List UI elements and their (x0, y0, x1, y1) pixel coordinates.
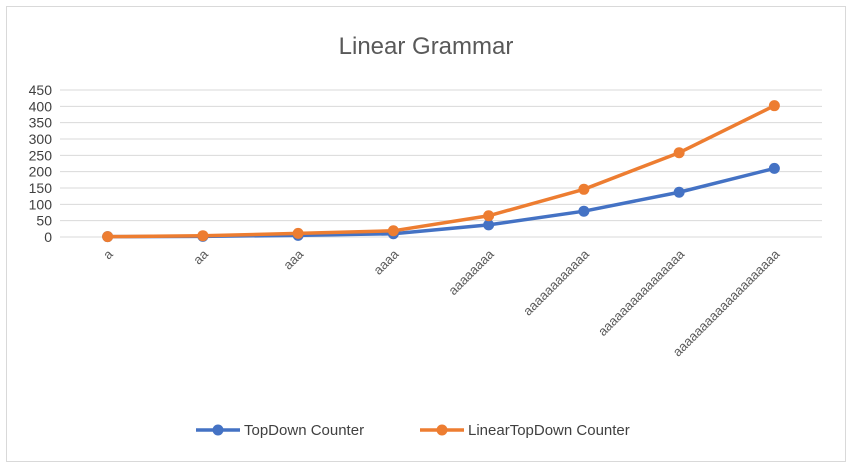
series-line (105, 103, 777, 239)
y-tick-label: 250 (29, 147, 53, 163)
y-tick-label: 100 (29, 196, 53, 212)
chart-frame (6, 6, 846, 462)
y-tick-label: 400 (29, 98, 53, 114)
legend-label: LinearTopDown Counter (468, 422, 630, 439)
series-lines (102, 100, 780, 243)
data-point (102, 231, 114, 243)
data-point (387, 225, 399, 237)
y-tick-label: 150 (29, 180, 53, 196)
x-tick-label: aaaaaaaaaaaa (520, 246, 592, 318)
data-point (673, 147, 685, 159)
x-tick-label: a (100, 246, 116, 262)
x-axis-ticks: a aa aaa aaaa aaaaaaaa aaaaaaaaaaaa aaaaaaaaaa… (100, 246, 783, 359)
y-tick-label: 200 (29, 164, 53, 180)
data-point (578, 183, 590, 195)
data-point (673, 186, 685, 198)
y-tick-label: 450 (29, 82, 53, 98)
data-point (197, 230, 209, 242)
y-tick-label: 350 (29, 115, 53, 131)
legend-item: LinearTopDown Counter (420, 422, 630, 439)
data-point (768, 100, 780, 112)
y-tick-label: 50 (36, 213, 52, 229)
x-tick-label: aaaaaaaa (445, 246, 497, 298)
chart-title: Linear Grammar (339, 33, 514, 60)
series-line (105, 166, 777, 239)
data-point (768, 162, 780, 174)
x-tick-label: aaaaaaaaaaaaaaaa (595, 246, 688, 339)
legend-swatch-marker (212, 424, 224, 436)
x-tick-label: aaaa (370, 246, 402, 278)
x-tick-label: aaa (280, 246, 306, 272)
x-tick-label: aa (190, 246, 211, 267)
data-point (483, 219, 495, 231)
legend-item: TopDown Counter (196, 422, 364, 439)
legend-label: TopDown Counter (244, 422, 364, 439)
data-point (292, 227, 304, 239)
gridlines (60, 89, 822, 238)
y-tick-label: 0 (44, 229, 52, 245)
data-point (483, 210, 495, 222)
legend: TopDown Counter LinearTopDown Counter (196, 422, 630, 439)
x-tick-label: aaaaaaaaaaaaaaaaaaaa (670, 246, 783, 359)
data-point (578, 205, 590, 217)
y-tick-label: 300 (29, 131, 53, 147)
legend-swatch-marker (436, 424, 448, 436)
series-2 (102, 100, 780, 243)
